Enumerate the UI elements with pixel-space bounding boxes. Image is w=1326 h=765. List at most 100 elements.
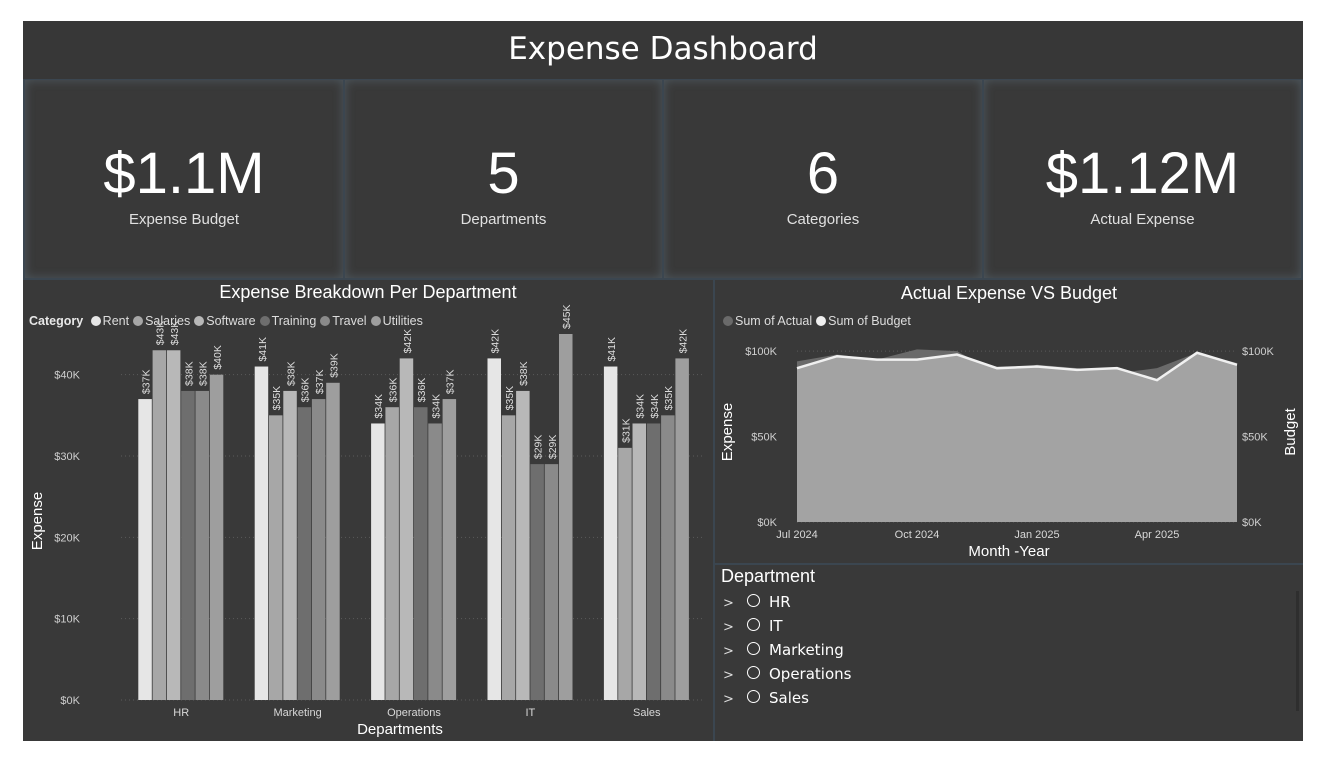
slicer-item-label: Sales <box>769 689 809 707</box>
legend-item[interactable]: Sum of Actual <box>735 314 813 328</box>
data-label: $29K <box>547 435 559 460</box>
chevron-right-icon[interactable]: > <box>723 644 734 659</box>
chevron-right-icon[interactable]: > <box>723 668 734 683</box>
bar-utilities <box>675 358 689 700</box>
slicer-scrollbar[interactable] <box>1296 591 1299 711</box>
y-tick-label: $30K <box>54 451 80 463</box>
bar-utilities <box>209 374 224 700</box>
bar-software <box>516 390 530 700</box>
bar-salaries <box>152 350 167 700</box>
legend-item-travel[interactable]: Travel <box>332 314 367 328</box>
slicer-item-label: IT <box>769 617 783 635</box>
slicer-item-sales[interactable]: > Sales <box>723 689 809 711</box>
legend-dot <box>370 316 381 326</box>
data-label: $40K <box>212 345 224 370</box>
kpi-value: $1.1M <box>103 141 265 206</box>
chevron-right-icon[interactable]: > <box>723 596 734 611</box>
chevron-right-icon[interactable]: > <box>723 620 734 635</box>
chevron-right-icon[interactable]: > <box>723 692 734 707</box>
department-slicer-panel[interactable] <box>715 565 1303 741</box>
y-axis-title: Expense <box>719 403 736 461</box>
kpi-card-expense-budget[interactable]: $1.1M Expense Budget <box>25 80 343 278</box>
legend-item-salaries[interactable]: Salaries <box>145 314 191 328</box>
legend-item-software[interactable]: Software <box>206 314 256 328</box>
line-chart: $0K $0K $50K $50K $100K $100K Jul 2024 Oct 2024… <box>719 346 1299 560</box>
x-tick-label: Sales <box>633 707 661 719</box>
bar-rent <box>138 399 152 700</box>
y2-tick-label: $100K <box>1242 346 1274 358</box>
legend-dot <box>90 316 101 326</box>
line-chart-legend: Sum of Actual Sum of Budget <box>719 314 911 328</box>
bar-training <box>181 390 195 700</box>
bar-training <box>414 407 428 700</box>
bar-rent <box>371 423 385 700</box>
bar-chart: $0K$10K$20K$30K$40K $37K$43K $43K$38K $38K$… <box>29 304 703 738</box>
slicer-item-it[interactable]: > IT <box>723 617 783 639</box>
data-label: $42K <box>402 329 414 354</box>
kpi-label: Departments <box>460 211 547 228</box>
x-tick-label: Operations <box>387 707 441 719</box>
data-label: $45K <box>561 304 573 329</box>
legend-item-training[interactable]: Training <box>271 314 317 328</box>
legend-item[interactable]: Sum of Budget <box>828 314 911 328</box>
radio-icon[interactable] <box>747 618 760 631</box>
data-label: $37K <box>140 370 152 395</box>
bar-travel <box>661 415 675 700</box>
y-tick-label: $0K <box>757 517 777 529</box>
bar-software <box>166 350 181 700</box>
bar-training <box>646 423 661 700</box>
legend-dot <box>194 316 205 326</box>
bar-software <box>399 358 414 700</box>
legend-dot <box>723 316 733 326</box>
data-label: $38K <box>198 361 210 386</box>
bar-salaries <box>385 407 399 700</box>
slicer-item-marketing[interactable]: > Marketing <box>723 641 844 663</box>
bar-chart-title: Expense Breakdown Per Department <box>219 282 517 302</box>
x-tick-label: Jul 2024 <box>776 529 818 541</box>
bar-chart-panel[interactable] <box>23 280 713 741</box>
bar-travel <box>311 399 326 700</box>
legend-item-utilities[interactable]: Utilities <box>382 314 423 328</box>
y2-tick-label: $0K <box>1242 517 1262 529</box>
bar-salaries <box>618 447 632 700</box>
radio-icon[interactable] <box>747 642 760 655</box>
x-axis-title: Departments <box>357 721 443 738</box>
radio-icon[interactable] <box>747 666 760 679</box>
slicer-item-operations[interactable]: > Operations <box>723 665 851 687</box>
line-chart-title: Actual Expense VS Budget <box>900 283 1118 303</box>
radio-icon[interactable] <box>747 690 760 703</box>
data-label: $35K <box>504 386 516 411</box>
slicer-item-label: Marketing <box>769 641 844 659</box>
data-label: $43K <box>155 321 167 346</box>
legend-dot <box>259 316 270 326</box>
kpi-card-actual-expense[interactable]: $1.12M Actual Expense <box>984 80 1301 278</box>
line-budget <box>796 351 1238 382</box>
data-label: $31K <box>620 418 632 443</box>
slicer-item-hr[interactable]: > HR <box>723 593 791 615</box>
legend-item-rent[interactable]: Rent <box>102 314 130 328</box>
kpi-value: $1.12M <box>1045 141 1240 206</box>
y-tick-label: $10K <box>54 614 80 626</box>
kpi-label: Expense Budget <box>128 211 240 228</box>
bar-software <box>632 423 646 700</box>
y-tick-label: $40K <box>54 370 80 382</box>
page-title: Expense Dashboard <box>508 31 818 67</box>
data-label: $41K <box>257 337 269 362</box>
bar-rent <box>254 366 269 700</box>
dashboard-frame: Expense Dashboard $1.1M Expense Budget 5… <box>23 21 1303 741</box>
title-bar: Expense Dashboard <box>23 21 1303 79</box>
legend-dot <box>816 316 827 326</box>
data-label: $42K <box>490 329 502 354</box>
legend-dot <box>320 316 331 326</box>
y2-tick-label: $50K <box>1242 432 1268 444</box>
kpi-card-categories[interactable]: 6 Categories <box>664 80 982 278</box>
kpi-card-departments[interactable]: 5 Departments <box>345 80 662 278</box>
y-tick-label: $0K <box>60 695 80 707</box>
data-label: $38K <box>183 361 195 386</box>
y-tick-label: $50K <box>751 432 777 444</box>
radio-icon[interactable] <box>747 594 760 607</box>
bar-salaries <box>501 415 516 700</box>
slicer-title: Department <box>721 566 816 586</box>
bar-software <box>283 390 297 700</box>
slicer-item-label: Operations <box>769 665 852 683</box>
